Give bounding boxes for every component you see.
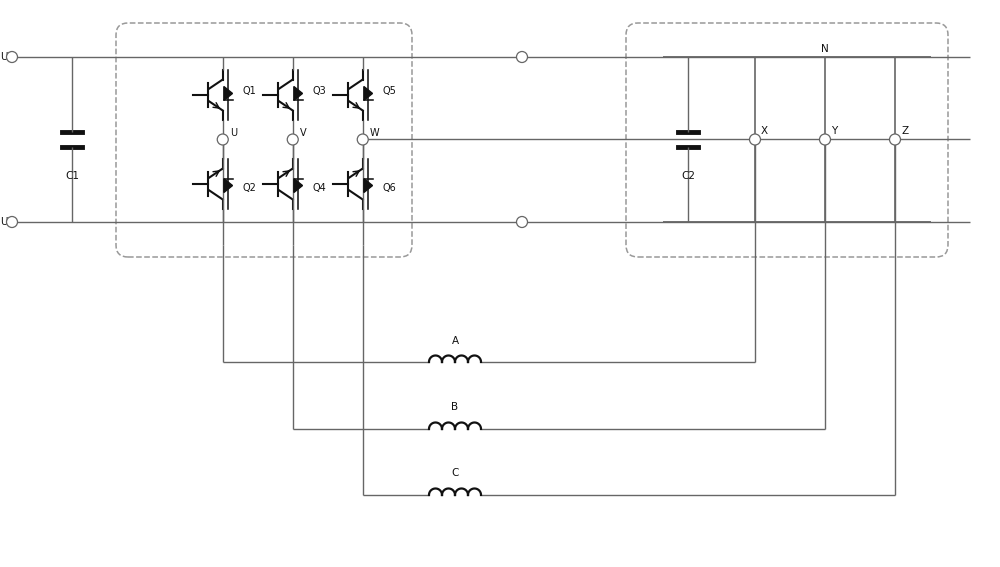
- Text: C2: C2: [681, 171, 695, 181]
- Polygon shape: [294, 179, 303, 193]
- Polygon shape: [364, 179, 373, 193]
- Text: U−: U−: [0, 217, 16, 227]
- Text: V: V: [300, 128, 306, 138]
- Text: U+: U+: [0, 52, 16, 62]
- Polygon shape: [294, 87, 303, 100]
- Circle shape: [7, 52, 18, 62]
- Text: Q3: Q3: [313, 86, 327, 96]
- Text: C1: C1: [65, 171, 79, 181]
- Text: Q2: Q2: [243, 183, 257, 193]
- Circle shape: [890, 134, 900, 145]
- Text: N: N: [821, 44, 829, 54]
- Circle shape: [357, 134, 368, 145]
- Circle shape: [750, 134, 761, 145]
- Circle shape: [820, 134, 830, 145]
- Text: B: B: [451, 403, 459, 413]
- Text: A: A: [451, 336, 459, 345]
- Text: U: U: [230, 128, 237, 138]
- Text: Z: Z: [901, 126, 908, 137]
- Text: Q4: Q4: [313, 183, 327, 193]
- Text: Q5: Q5: [383, 86, 397, 96]
- Circle shape: [516, 52, 528, 62]
- Polygon shape: [224, 87, 233, 100]
- Polygon shape: [224, 179, 233, 193]
- Text: W: W: [370, 128, 379, 138]
- Text: Y: Y: [831, 126, 837, 137]
- Circle shape: [287, 134, 298, 145]
- Circle shape: [516, 217, 528, 227]
- Polygon shape: [364, 87, 373, 100]
- Text: Q6: Q6: [383, 183, 396, 193]
- Text: X: X: [761, 126, 768, 137]
- Circle shape: [7, 217, 18, 227]
- Text: C: C: [451, 468, 459, 479]
- Circle shape: [217, 134, 228, 145]
- Text: Q1: Q1: [243, 86, 256, 96]
